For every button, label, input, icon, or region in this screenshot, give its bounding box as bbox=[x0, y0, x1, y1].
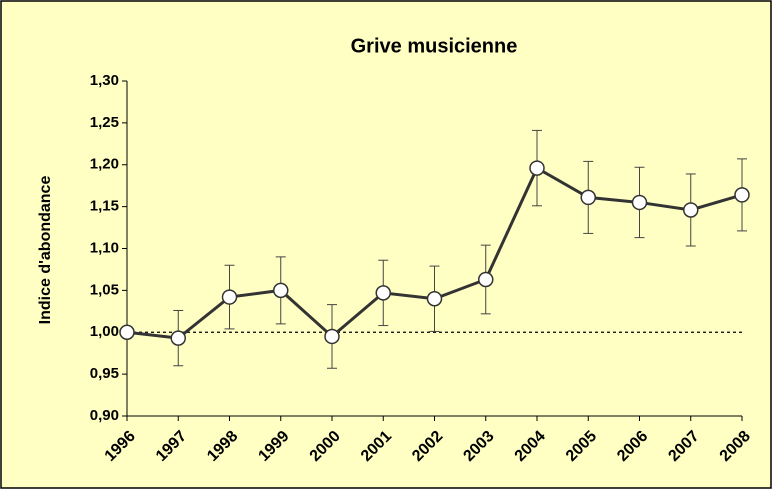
data-point bbox=[478, 271, 494, 288]
data-point bbox=[529, 160, 545, 176]
y-tick-label: 1,00 bbox=[90, 323, 119, 340]
data-point bbox=[324, 328, 340, 345]
y-tick-label: 1,05 bbox=[90, 281, 119, 298]
y-tick-label: 1,20 bbox=[90, 156, 119, 173]
data-point bbox=[273, 282, 289, 299]
data-point bbox=[375, 285, 391, 301]
y-tick-label: 1,25 bbox=[90, 114, 119, 131]
data-point bbox=[426, 291, 443, 307]
y-tick-label: 0,90 bbox=[90, 407, 119, 424]
chart-title: Grive musicienne bbox=[351, 35, 518, 57]
data-point bbox=[580, 189, 596, 206]
data-point bbox=[119, 324, 135, 340]
data-point bbox=[221, 289, 238, 305]
y-tick-label: 1,10 bbox=[90, 239, 119, 256]
data-point bbox=[170, 330, 186, 346]
data-point bbox=[734, 187, 750, 203]
y-tick-label: 0,95 bbox=[90, 365, 119, 382]
data-point bbox=[683, 202, 699, 218]
y-tick-label: 1,30 bbox=[90, 72, 119, 89]
y-axis-label: Indice d'abondance bbox=[37, 176, 54, 325]
y-tick-label: 1,15 bbox=[90, 198, 119, 215]
data-point bbox=[631, 194, 648, 211]
